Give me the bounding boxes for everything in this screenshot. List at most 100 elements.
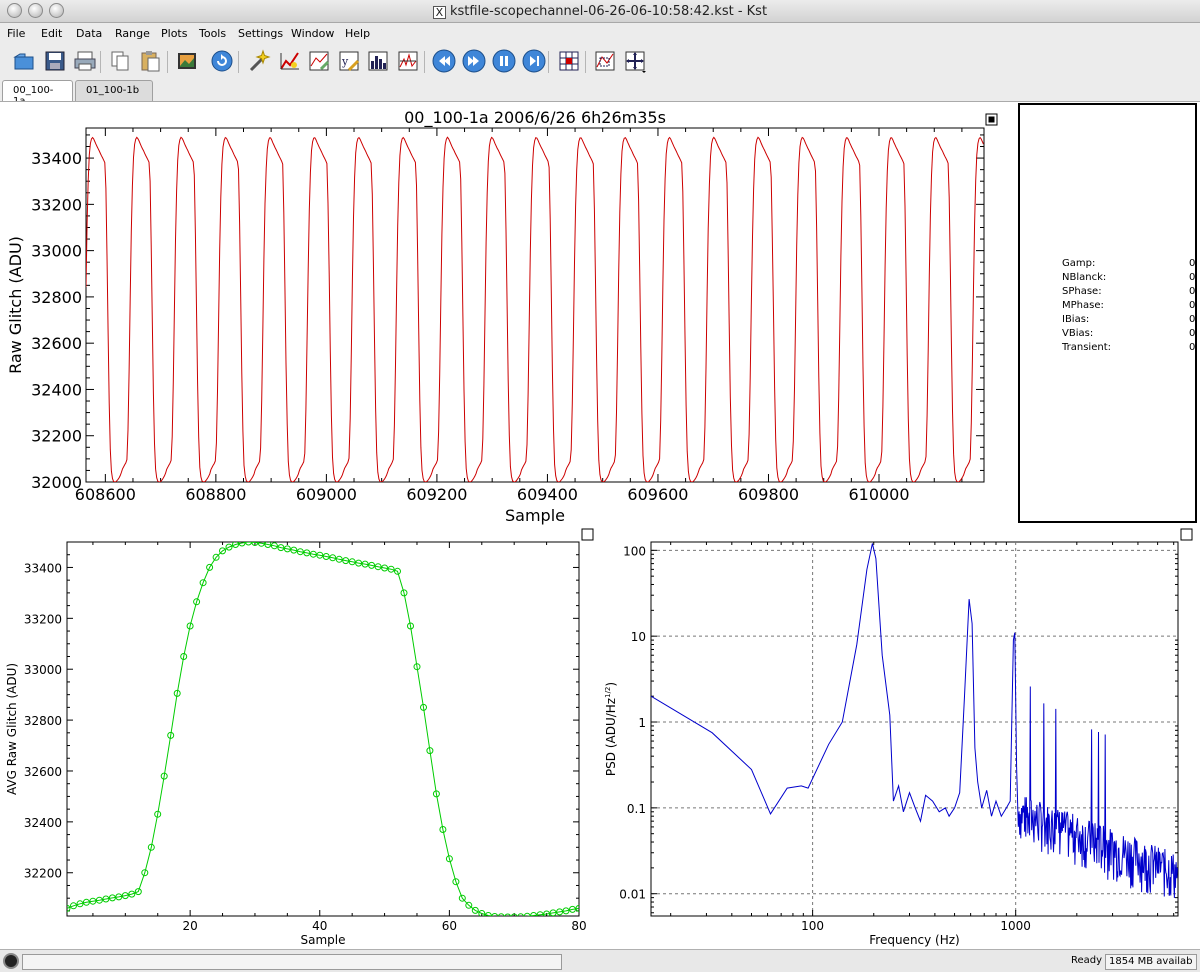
menu-tools[interactable]: Tools bbox=[199, 27, 227, 40]
mode-icon bbox=[625, 51, 646, 73]
plot2-point bbox=[251, 542, 259, 546]
plot2-point bbox=[147, 843, 155, 851]
layout-icon bbox=[559, 51, 579, 71]
menu-help[interactable]: Help bbox=[345, 27, 371, 40]
psd-button[interactable] bbox=[396, 49, 420, 73]
tab-00-100-1a[interactable]: 00_100-1a bbox=[2, 80, 73, 107]
open-icon bbox=[13, 53, 34, 70]
print-icon bbox=[74, 51, 96, 71]
plot2-point bbox=[536, 911, 544, 916]
plot2-point bbox=[504, 913, 512, 916]
layout-button[interactable] bbox=[557, 49, 581, 73]
legend-name: NBlanck: bbox=[1062, 272, 1107, 283]
save-button[interactable] bbox=[43, 49, 67, 73]
plot2-point bbox=[491, 913, 499, 916]
plot2-point bbox=[497, 913, 505, 916]
reload-button[interactable] bbox=[210, 49, 234, 73]
pause-button[interactable] bbox=[492, 49, 516, 73]
plot2-point bbox=[400, 589, 408, 597]
plot2-point bbox=[530, 912, 538, 916]
status-ready: Ready bbox=[1070, 955, 1102, 966]
plot3-ytick-label: 1 bbox=[638, 716, 646, 730]
open-button[interactable] bbox=[12, 49, 36, 73]
end-button[interactable] bbox=[522, 49, 546, 73]
menu-window[interactable]: Window bbox=[291, 27, 335, 40]
plot-canvas[interactable]: 00_100-1a 2006/6/26 6h26m35s 608600 608800… bbox=[0, 101, 1200, 949]
plot2-point bbox=[361, 560, 369, 568]
plot2-series-line bbox=[67, 542, 579, 916]
wizard-button[interactable] bbox=[247, 49, 271, 73]
plot2-point bbox=[121, 892, 129, 900]
plot2-point bbox=[232, 542, 239, 548]
plot1-select-box-fill bbox=[988, 116, 995, 123]
menu-plots[interactable]: Plots bbox=[161, 27, 188, 40]
plot2-point bbox=[387, 565, 395, 573]
plot3-frame bbox=[650, 541, 1179, 917]
plot2-point bbox=[471, 906, 479, 914]
equation-button[interactable]: y bbox=[337, 49, 361, 73]
menu-data[interactable]: Data bbox=[76, 27, 103, 40]
plot1-ytick-label: 33400 bbox=[31, 149, 82, 168]
plot2-ytick-label: 32400 bbox=[24, 816, 62, 830]
minimize-window-button[interactable] bbox=[28, 3, 43, 18]
data-wizard-button[interactable] bbox=[278, 49, 302, 73]
data-wizard-icon bbox=[280, 52, 299, 70]
plot2-point bbox=[342, 557, 350, 565]
menu-settings[interactable]: Settings bbox=[238, 27, 284, 40]
plot2-point bbox=[128, 890, 136, 898]
plot3-xtick-label: 1000 bbox=[1000, 919, 1031, 933]
menu-range[interactable]: Range bbox=[115, 27, 150, 40]
zoom-window-button[interactable] bbox=[49, 3, 64, 18]
menu-file[interactable]: File bbox=[7, 27, 26, 40]
plot1-xtick-label: 608800 bbox=[185, 485, 246, 504]
export-image-button[interactable] bbox=[175, 49, 199, 73]
paste-button[interactable] bbox=[138, 49, 162, 73]
copy-button[interactable] bbox=[108, 49, 132, 73]
zoom-button[interactable] bbox=[593, 49, 617, 73]
plot2-point bbox=[556, 908, 564, 916]
plot2-point bbox=[322, 553, 330, 560]
plot1-frame bbox=[85, 127, 985, 483]
close-window-button[interactable] bbox=[7, 3, 22, 18]
plot2-ytick-label: 33400 bbox=[24, 561, 62, 575]
toolbar-separator bbox=[167, 51, 168, 73]
plot1-xtick-label: 608600 bbox=[75, 485, 136, 504]
plot2-point bbox=[335, 555, 343, 563]
plot3-ytick-label: 100 bbox=[623, 544, 646, 558]
plot2-point bbox=[316, 551, 324, 559]
print-button[interactable] bbox=[73, 49, 97, 73]
tab-bar: 00_100-1a 01_100-1b bbox=[0, 78, 1200, 107]
plot2-series bbox=[67, 542, 579, 916]
plot2-point bbox=[484, 912, 492, 916]
legend-row: MPhase: 0 bbox=[1062, 300, 1195, 314]
back-button[interactable] bbox=[432, 49, 456, 73]
memory-status: 1854 MB availab bbox=[1105, 954, 1197, 970]
plot1-xtick-label: 609000 bbox=[296, 485, 357, 504]
menu-bar: File Edit Data Range Plots Tools Settings Windo… bbox=[0, 23, 1200, 44]
plot1-ytick-label: 32600 bbox=[31, 334, 82, 353]
plot2-point bbox=[212, 553, 220, 561]
legend-row: VBias: 0 bbox=[1062, 328, 1195, 342]
plot-dialog-button[interactable] bbox=[307, 49, 331, 73]
plots-svg: 00_100-1a 2006/6/26 6h26m35s 608600 608800… bbox=[5, 108, 1193, 947]
plot2-point bbox=[89, 897, 97, 905]
histogram-button[interactable] bbox=[366, 49, 390, 73]
plot1-ytick-label: 32200 bbox=[31, 427, 82, 446]
legend-box[interactable]: Gamp: 0 NBlanck: 0 SPhase: 0 MPhase: 0 IBias: 0 VB… bbox=[1018, 103, 1197, 523]
plot2-point bbox=[245, 542, 252, 546]
plot1-xtick-label: 610000 bbox=[848, 485, 909, 504]
zoom-icon bbox=[595, 51, 615, 71]
mode-button[interactable] bbox=[623, 49, 647, 73]
plot2-point bbox=[283, 545, 291, 553]
plot1-xtick-label: 609800 bbox=[738, 485, 799, 504]
forward-button[interactable] bbox=[462, 49, 486, 73]
svg-text:y: y bbox=[341, 55, 349, 68]
plot2-point bbox=[67, 904, 71, 912]
copy-icon bbox=[111, 51, 129, 71]
tab-01-100-1b[interactable]: 01_100-1b bbox=[75, 80, 153, 102]
menu-edit[interactable]: Edit bbox=[41, 27, 63, 40]
plot3-ylabel-sup: 1/2 bbox=[604, 687, 612, 698]
legend-name: MPhase: bbox=[1062, 300, 1104, 311]
plot1-ytick-label: 33200 bbox=[31, 195, 82, 214]
toolbar-separator bbox=[238, 51, 239, 73]
